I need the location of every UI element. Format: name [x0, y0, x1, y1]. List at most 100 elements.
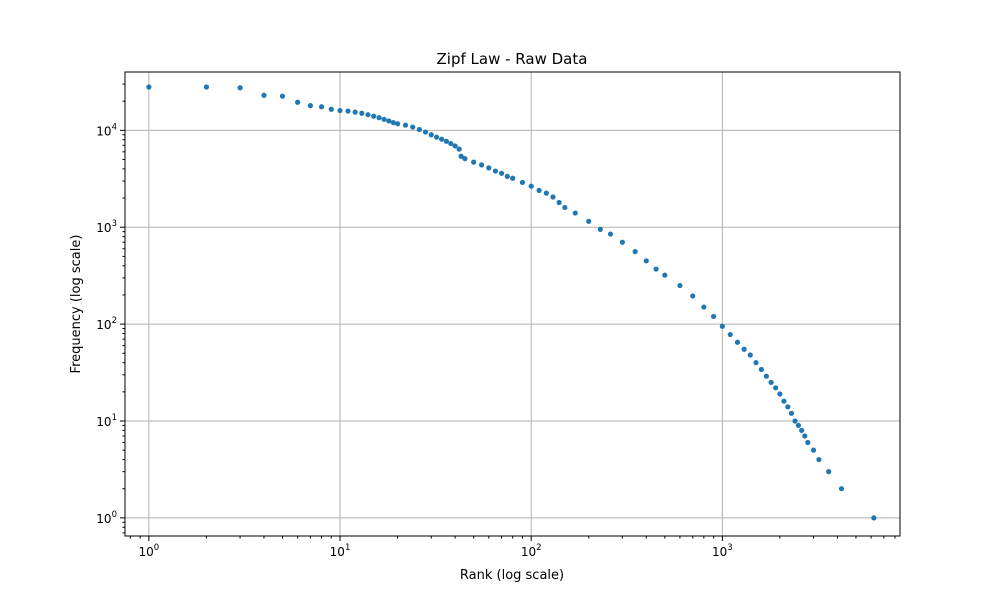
data-point: [719, 323, 725, 329]
data-point: [653, 266, 659, 272]
data-point: [345, 108, 351, 114]
data-point: [486, 165, 492, 171]
data-point: [788, 410, 795, 416]
x-tick-label: 101: [330, 543, 351, 559]
data-point: [747, 352, 753, 358]
data-point: [422, 129, 429, 135]
data-point: [146, 84, 152, 90]
data-point: [434, 134, 440, 140]
data-point: [519, 179, 526, 186]
data-point: [795, 422, 802, 429]
data-point: [690, 293, 696, 299]
data-point: [386, 118, 392, 124]
data-point: [376, 115, 382, 121]
data-point: [295, 99, 301, 105]
data-point: [810, 447, 817, 453]
data-point: [556, 199, 562, 206]
data-point: [394, 121, 401, 127]
data-point: [371, 113, 377, 119]
data-point: [562, 204, 568, 211]
data-point: [452, 143, 458, 149]
data-point: [785, 404, 791, 410]
data-point: [619, 239, 625, 245]
y-tick-label: 100: [96, 510, 117, 526]
data-point: [802, 433, 808, 439]
data-point: [550, 194, 556, 200]
data-point: [536, 187, 542, 193]
data-point: [763, 373, 769, 379]
data-point: [543, 190, 549, 196]
chart-title: Zipf Law - Raw Data: [437, 50, 588, 68]
data-point: [586, 218, 592, 224]
data-point: [492, 168, 499, 174]
data-point: [734, 339, 741, 345]
data-point: [359, 110, 365, 116]
data-point: [662, 272, 668, 278]
data-point: [727, 331, 733, 338]
data-point: [607, 231, 614, 237]
data-point: [838, 486, 845, 492]
data-point: [428, 132, 434, 138]
data-point: [799, 427, 805, 433]
y-axis-label: Frequency (log scale): [69, 235, 84, 374]
data-point: [781, 398, 787, 404]
data-point: [307, 103, 314, 109]
data-point: [504, 173, 510, 179]
data-point: [402, 122, 409, 128]
data-point: [710, 313, 717, 320]
data-point: [458, 153, 464, 159]
y-tick-label: 104: [96, 122, 117, 138]
data-point: [632, 249, 638, 255]
data-point: [701, 304, 707, 310]
data-point: [741, 346, 747, 352]
data-point: [365, 112, 371, 118]
data-point: [826, 469, 832, 475]
data-point: [279, 93, 286, 99]
grid-layer: [125, 72, 900, 536]
data-point: [753, 360, 759, 366]
data-point: [448, 140, 454, 147]
y-tick-label: 102: [96, 316, 117, 332]
data-point: [237, 85, 243, 91]
data-point: [758, 366, 764, 373]
data-point: [471, 159, 477, 165]
y-tick-label: 101: [96, 413, 117, 429]
data-point: [318, 104, 325, 110]
data-point: [528, 183, 534, 189]
data-point: [677, 282, 683, 289]
data-point: [816, 456, 822, 463]
data-point: [203, 84, 210, 90]
data-point: [510, 175, 516, 181]
points-layer: [146, 84, 877, 521]
data-point: [597, 226, 603, 232]
data-point: [352, 109, 358, 115]
x-tick-label: 100: [139, 543, 160, 559]
data-point: [456, 146, 462, 152]
x-tick-label: 103: [712, 543, 733, 559]
data-point: [792, 418, 798, 424]
data-point: [768, 379, 774, 386]
data-point: [643, 258, 649, 264]
x-tick-label: 102: [521, 543, 542, 559]
data-point: [498, 170, 505, 176]
y-tick-label: 103: [96, 219, 117, 235]
data-point: [773, 385, 779, 391]
data-point: [381, 116, 387, 122]
data-point: [328, 106, 334, 112]
data-point: [443, 138, 449, 144]
data-point: [871, 515, 877, 521]
data-point: [462, 156, 468, 162]
data-point: [439, 136, 445, 142]
data-point: [390, 120, 396, 126]
data-point: [572, 210, 578, 216]
ticks-layer: 100 101 102 103 100 101 102 103 104: [96, 83, 896, 559]
data-point: [478, 162, 485, 168]
data-point: [416, 126, 422, 133]
data-point: [261, 92, 267, 98]
x-axis-label: Rank (log scale): [460, 568, 564, 583]
data-point: [410, 124, 416, 130]
data-point: [337, 107, 343, 114]
data-point: [777, 391, 783, 397]
